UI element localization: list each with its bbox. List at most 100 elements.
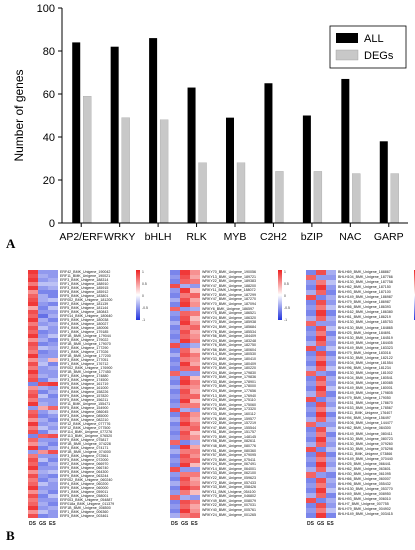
heatmap-row-label: BHLH149_BMK_Unigene_080411 [338,431,393,436]
heatmap-row-label: WRKY51_BMK_Unigene_151757 [202,430,256,435]
heatmap-cell [28,374,38,379]
heatmap-row-label: ERF11_BMK_Unigene_155471 [60,402,111,406]
heatmap-column-label: DS [307,521,314,527]
heatmap-cell [326,477,336,483]
heatmap-cell [180,306,190,312]
heatmap-cell [306,335,316,342]
heatmap-cell [38,370,48,375]
y-tick-label: 0 [49,218,55,230]
heatmap-cell [38,338,48,343]
heatmap-cell [180,472,190,478]
heatmap-row-label: WRKY76_BMK_Unigene_159577 [202,416,256,421]
bar-all-bhlh [149,38,158,223]
heatmap-cell [306,310,316,316]
heatmap-cell [48,514,58,519]
heatmap-cell [326,320,336,327]
heatmap-cell [170,297,180,303]
heatmap-cell [326,325,336,332]
heatmap-cell [316,401,326,408]
heatmap-row-label: WRKY76_BMK_Unigene_185534 [202,329,256,334]
heatmap-cell [48,342,58,347]
heatmap-cells [28,270,58,519]
heatmap-row-label: WRKY33_BMK_Unigene_062100 [202,471,256,476]
heatmap-cell [28,498,38,503]
heatmap-row-label: WRKY75_BMK_Unigene_186521 [202,311,256,316]
heatmap-cell [190,421,200,427]
heatmap-cell [190,302,200,308]
heatmap-row-label: BHLH106_BMK_Unigene_144477 [338,421,393,426]
y-axis-label: Number of genes [12,69,26,161]
heatmap-cell [306,270,316,276]
bar-degs-bzip [313,171,323,224]
heatmap-row-label: ERF5_BMK_Unigene_064300 [60,470,109,474]
heatmap-row-label: BHLH130_BMK_Unigene_079260 [338,441,393,446]
heatmap-cell [316,421,326,428]
heatmap-cell [48,426,58,431]
heatmap-cell [48,446,58,451]
heatmap-cell [306,386,316,392]
heatmap-row-label: ERF2_BMK_Unigene_181139 [60,302,109,306]
heatmap-cell [48,466,58,471]
heatmap-cell [190,430,200,436]
heatmap-cell [38,374,48,379]
heatmap-cell [190,334,200,340]
heatmap-cell [38,398,48,403]
x-tick-label: GARP [374,231,404,243]
heatmap-cell [316,452,326,458]
heatmap-cell [306,300,316,306]
heatmap-row-label: WRKY56_BMK_Unigene_082611 [202,439,256,444]
heatmap-cell [38,378,48,383]
heatmap-cell [170,292,180,298]
heatmap-cell [190,398,200,404]
heatmap-row-label: WRKY47_BMK_Unigene_188200 [202,283,256,288]
heatmap-row-label: WRKY47_BMK_Unigene_187270 [202,297,256,302]
heatmap-cell [38,418,48,423]
heatmap-cell [306,406,316,413]
heatmap-row-labels: ERF42_BMK_Unigene_190042 ERF11_BMK_Unigen… [60,270,114,518]
heatmap-cell [38,486,48,491]
heatmap-cell [180,439,190,445]
heatmap-cell [48,470,58,475]
heatmap-row-label: ERF5_BMK_Unigene_003461 [60,514,109,518]
heatmap-cell [306,416,316,423]
heatmap-row-label: WRKY56_BMK_Unigene_180604 [202,347,256,352]
heatmap-cell [180,329,190,335]
heatmap-cell [38,362,48,367]
heatmap-cell [28,314,38,319]
heatmap-cell [28,354,38,359]
bar-degs-myb [236,162,246,224]
heatmap-column-label: ES [191,521,198,527]
legend-label-degs: DEGs [364,50,394,62]
heatmap-row-label: ERF1_BMK_Unigene_179185 [60,330,109,334]
heatmap-cell [28,510,38,515]
heatmap-cell [180,444,190,450]
heatmap-cell [326,361,336,367]
heatmap-cell [180,325,190,331]
heatmap-cell [316,330,326,337]
heatmap-cell [180,476,190,482]
heatmap-cell [38,498,48,503]
heatmap-cell [180,338,190,344]
heatmap-row-label: WRKY24_BMK_Unigene_177656 [202,389,256,394]
heatmap-cell [180,389,190,395]
heatmap-cell [48,318,58,323]
heatmap-cell [28,326,38,331]
heatmap-cell [326,467,336,473]
heatmap-cell [306,371,316,377]
heatmap-cell [190,292,200,298]
x-tick-label: C2H2 [260,231,287,243]
heatmap-cell [48,438,58,443]
heatmap-cell [306,462,316,468]
heatmap-cell [38,482,48,487]
heatmap-row-label: ERF113_BMK_Unigene_076520 [60,434,113,438]
heatmap-cell [48,274,58,279]
heatmap-cell [326,275,336,281]
heatmap-cell [190,371,200,377]
heatmap-cell [306,442,316,448]
heatmap-cell [28,454,38,459]
x-tick-label: bZIP [301,231,323,243]
heatmap-cell [316,431,326,438]
heatmap-cell [170,375,180,381]
heatmap-row-label: BHLH151_BMK_Unigene_178670 [338,401,393,406]
heatmap-cell [48,294,58,299]
